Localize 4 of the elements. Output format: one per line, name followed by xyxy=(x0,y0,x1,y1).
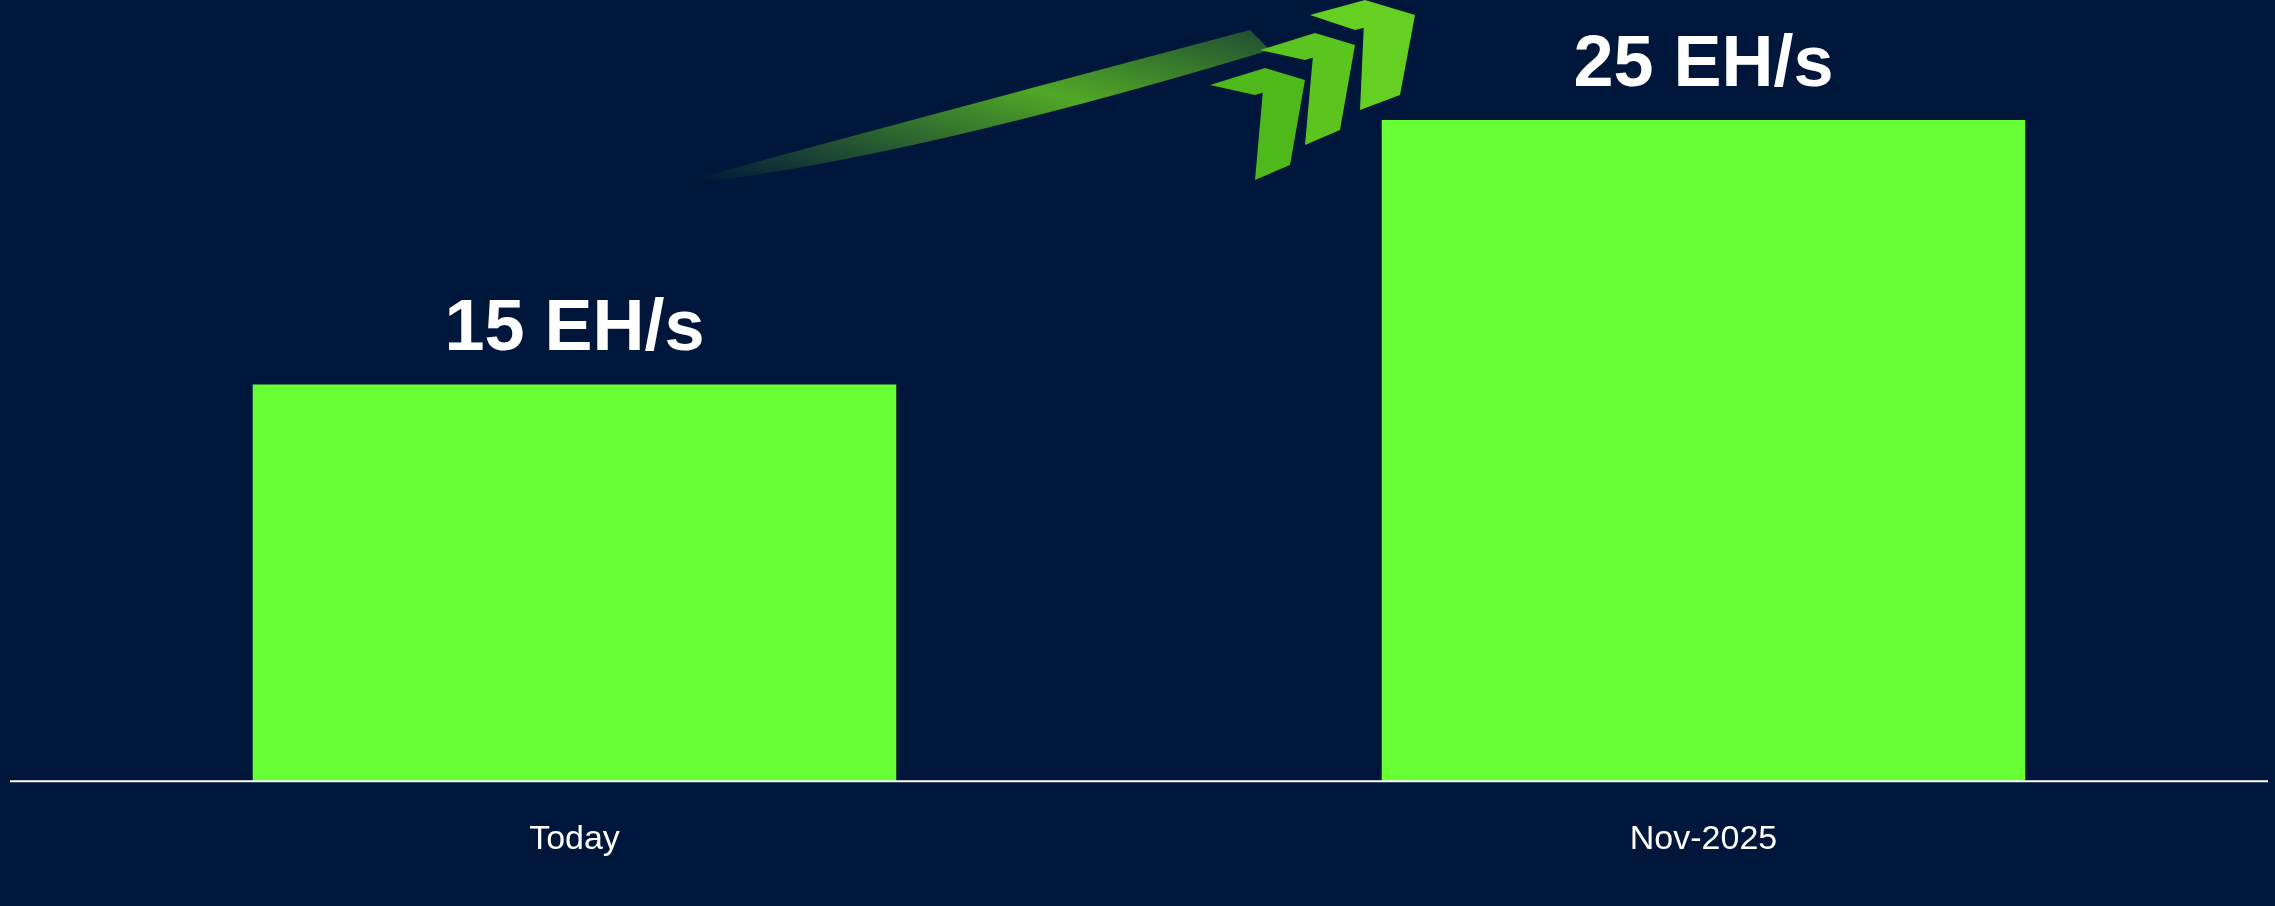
x-tick-label: Today xyxy=(529,817,620,856)
data-label: 25 EH/s xyxy=(1573,20,1834,101)
data-label: 15 EH/s xyxy=(444,285,705,366)
x-tick-label: Nov-2025 xyxy=(1629,817,1778,856)
